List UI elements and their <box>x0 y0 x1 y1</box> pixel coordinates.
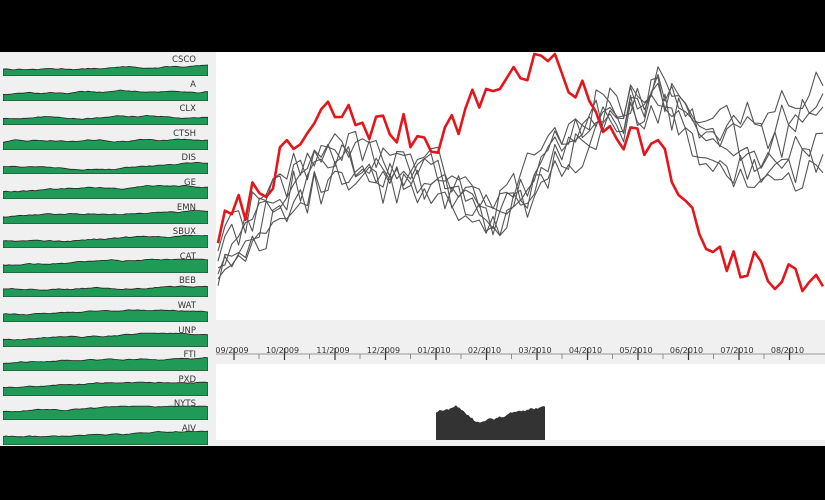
sparkline-aiv[interactable]: AIV <box>0 423 212 445</box>
time-axis: 09/2009 10/2009 11/2009 12/2009 01/2010 02/20… <box>215 320 825 362</box>
sparkline-fill <box>3 234 208 249</box>
sparkline-area-ctsh <box>3 138 208 150</box>
sparkline-fill <box>3 430 208 445</box>
axis-tick-label: 05/2010 <box>619 346 652 355</box>
axis-tick-label: 03/2010 <box>518 346 551 355</box>
axis-tick-label: 10/2009 <box>266 346 299 355</box>
sparkline-area-wat <box>3 309 208 322</box>
axis-tick-label: 09/2009 <box>216 346 249 355</box>
ticker-label: NYTS <box>173 399 196 410</box>
sparkline-fill <box>3 406 208 421</box>
series-line-1[interactable] <box>217 73 824 262</box>
axis-tick-label: 12/2009 <box>367 346 400 355</box>
sparkline-area-aiv <box>3 430 208 445</box>
sparkline-area-dis <box>3 162 208 175</box>
sparkline-fill <box>3 138 208 150</box>
sparkline-fill <box>3 381 208 396</box>
ticker-label: AIV <box>181 424 196 434</box>
series-line-6[interactable] <box>217 87 824 252</box>
context-area <box>436 405 545 440</box>
focus-chart[interactable] <box>216 52 825 320</box>
focus-chart-svg <box>216 52 825 293</box>
sparkline-fill <box>3 309 208 322</box>
sparkline-area-unp <box>3 332 208 347</box>
sparkline-fill <box>3 162 208 175</box>
ticker-label: PXD <box>178 374 197 385</box>
sparkline-area-sbux <box>3 234 208 249</box>
sparkline-fill <box>3 115 208 126</box>
sparkline-beb[interactable]: BEB <box>0 275 212 298</box>
sparkline-fill <box>3 209 208 224</box>
sparkline-list: CSCO A CLX CTSH DIS GE EMN SBUX CAT BEB WAT UNP FTI P… <box>0 52 212 446</box>
ticker-label: WAT <box>177 301 196 311</box>
axis-tick-label: 07/2010 <box>720 346 753 355</box>
axis-tick-label: 04/2010 <box>569 346 602 355</box>
ticker-label: CSCO <box>172 55 196 65</box>
ticker-label: UNP <box>178 325 196 336</box>
ticker-label: GE <box>184 178 196 188</box>
sparkline-fill <box>3 285 208 298</box>
sparkline-area-a <box>3 89 208 101</box>
axis-tick-label: 01/2010 <box>417 346 450 355</box>
axis-tick-label: 06/2010 <box>670 346 703 355</box>
series-line-5[interactable] <box>217 71 824 286</box>
context-chart-svg <box>436 405 545 440</box>
sparkline-fill <box>3 357 208 372</box>
series-line-highlight[interactable] <box>216 52 825 293</box>
sparkline-emn[interactable]: EMN <box>0 202 212 224</box>
sparkline-fill <box>3 89 208 101</box>
ticker-label: CTSH <box>173 128 196 139</box>
sparkline-csco[interactable]: CSCO <box>0 54 212 76</box>
sparkline-area-csco <box>3 64 208 76</box>
sparkline-fill <box>3 64 208 76</box>
sparkline-fill <box>3 258 208 273</box>
sparkline-area-emn <box>3 209 208 224</box>
ticker-label: FTI <box>183 350 196 361</box>
context-chart[interactable] <box>216 364 825 440</box>
sparkline-cat[interactable]: CAT <box>0 251 212 273</box>
sparkline-dis[interactable]: DIS <box>0 152 212 175</box>
sparkline-area-cat <box>3 258 208 273</box>
axis-tick-label: 11/2009 <box>316 346 349 355</box>
ticker-label: BEB <box>178 276 196 287</box>
ticker-label: CLX <box>179 104 197 115</box>
sparkline-unp[interactable]: UNP <box>0 325 212 347</box>
sparkline-area-beb <box>3 285 208 298</box>
sparkline-area-fti <box>3 357 208 372</box>
sparkline-area-pxd <box>3 381 208 396</box>
axis-tick-label: 08/2010 <box>771 346 804 355</box>
axis-tick-label: 02/2010 <box>468 346 501 355</box>
ticker-label: EMN <box>176 202 196 213</box>
sparkline-fti[interactable]: FTI <box>0 349 212 372</box>
sparkline-area-nyts <box>3 406 208 421</box>
sparkline-ctsh[interactable]: CTSH <box>0 128 212 150</box>
series-line-2[interactable] <box>217 66 824 275</box>
sparkline-area-clx <box>3 115 208 126</box>
sparkline-nyts[interactable]: NYTS <box>0 398 212 421</box>
sparkline-fill <box>3 184 208 199</box>
sparkline-fill <box>3 332 208 347</box>
sparkline-sbux[interactable]: SBUX <box>0 226 212 249</box>
ticker-label: SBUX <box>172 227 196 238</box>
sparkline-pxd[interactable]: PXD <box>0 374 212 396</box>
series-line-4[interactable] <box>217 82 824 269</box>
dashboard: CSCO A CLX CTSH DIS GE EMN SBUX CAT BEB WAT UNP FTI P… <box>0 52 825 446</box>
time-axis-svg: 09/2009 10/2009 11/2009 12/2009 01/2010 02/20… <box>215 346 825 360</box>
ticker-label: DIS <box>181 153 196 164</box>
sparkline-wat[interactable]: WAT <box>0 300 212 322</box>
sparkline-a[interactable]: A <box>0 79 212 101</box>
sparkline-area-ge <box>3 184 208 199</box>
series-line-3[interactable] <box>217 77 824 280</box>
ticker-label: A <box>190 79 196 90</box>
sparkline-ge[interactable]: GE <box>0 177 212 199</box>
ticker-label: CAT <box>179 251 196 262</box>
sparkline-clx[interactable]: CLX <box>0 103 212 126</box>
